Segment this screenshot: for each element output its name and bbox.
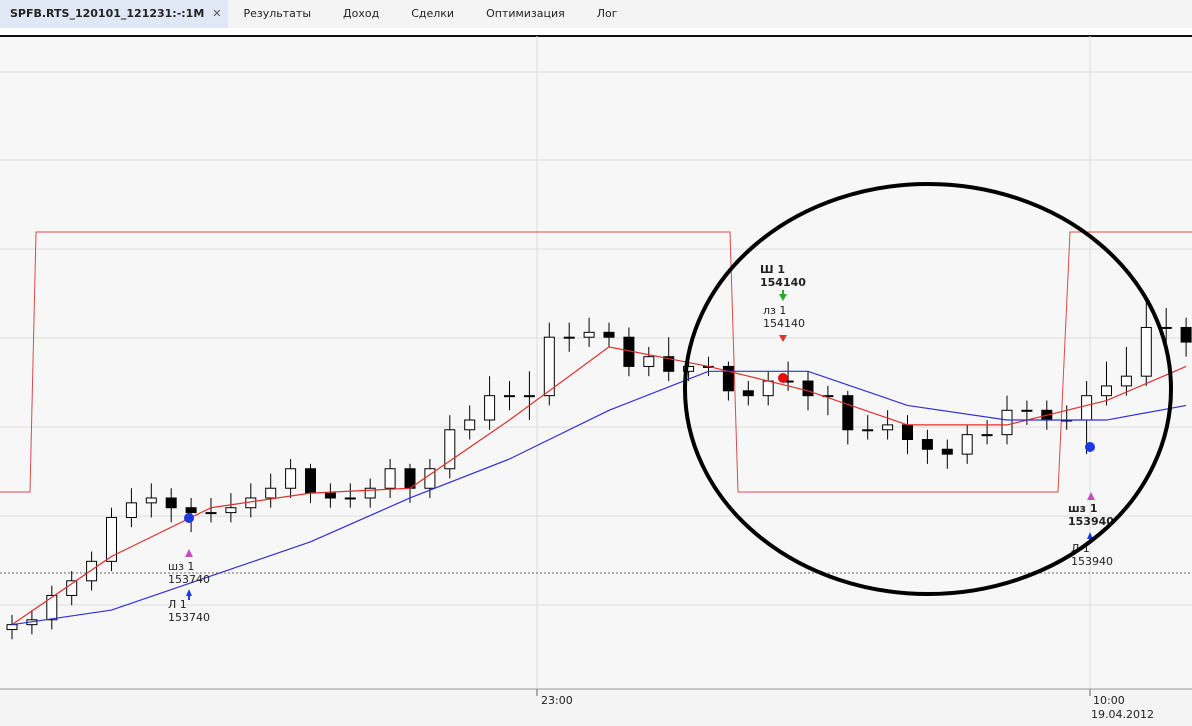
time-label: 23:00 — [541, 694, 573, 707]
marker — [1087, 532, 1093, 543]
time-axis — [0, 688, 1192, 726]
candle-body — [941, 448, 953, 455]
grid — [0, 36, 1192, 688]
candle-body — [742, 390, 754, 397]
candle-body — [543, 336, 555, 397]
candle-body — [902, 424, 913, 441]
trade-title: Ш 1 — [760, 263, 785, 276]
entry-dot — [1085, 442, 1095, 452]
candle-body — [1180, 326, 1192, 343]
candle-body — [265, 487, 277, 499]
trade-price: 154140 — [760, 276, 806, 289]
candle-body — [66, 580, 78, 596]
candle-body — [46, 594, 58, 621]
candle-body — [444, 429, 456, 470]
candle-body — [225, 507, 237, 514]
moving-average — [11, 370, 1187, 626]
candle-body — [563, 336, 575, 339]
tab-label: SPFB.RTS_120101_121231:-:1M — [10, 7, 205, 20]
trade-price: 154140 — [763, 317, 805, 330]
close-icon[interactable]: ✕ — [212, 7, 222, 20]
position-line — [0, 231, 1192, 493]
candle-body — [921, 439, 933, 450]
candle-body — [842, 395, 854, 431]
marker — [779, 335, 787, 342]
time-label: 10:00 — [1093, 694, 1125, 707]
exit-dot — [778, 373, 788, 383]
candle-body — [603, 331, 615, 338]
candle-body — [683, 365, 695, 372]
tab[interactable]: Лог — [596, 7, 618, 20]
trade-title: шз 1 — [168, 560, 194, 573]
candle-body — [285, 468, 297, 489]
candle-body — [1081, 395, 1093, 421]
candle-body — [981, 434, 993, 437]
tab[interactable]: Доход — [343, 7, 380, 20]
candle-body — [802, 380, 814, 397]
trade-title: Л 1 — [168, 598, 187, 611]
entry-dot — [184, 513, 194, 523]
candle-body — [464, 419, 476, 431]
trade-title: лз 1 — [763, 304, 786, 317]
candle-body — [1120, 375, 1132, 387]
candle-body — [1021, 409, 1033, 412]
tab[interactable]: Результаты — [243, 7, 312, 20]
highlight-ellipse — [683, 182, 1173, 596]
candle-body — [384, 468, 396, 489]
marker — [185, 549, 193, 557]
trade-price: 153740 — [168, 573, 210, 586]
marker — [1087, 492, 1095, 500]
trade-price: 153740 — [168, 611, 210, 624]
candle-body — [643, 356, 655, 367]
trade-title: шз 1 — [1068, 502, 1098, 515]
candle-body — [762, 380, 774, 397]
candle-body — [1101, 385, 1112, 397]
candle-body — [344, 497, 356, 500]
moving-average — [11, 346, 1187, 626]
date-label: 19.04.2012 — [1091, 708, 1154, 721]
candle-body — [1160, 326, 1172, 329]
candle-body — [106, 516, 117, 562]
candle-body — [523, 395, 535, 398]
tab[interactable]: Оптимизация — [486, 7, 565, 20]
candle-body — [165, 497, 177, 509]
candle-body — [862, 429, 874, 432]
candle-body — [663, 356, 675, 372]
tab-active[interactable]: SPFB.RTS_120101_121231:-:1M ✕ — [0, 0, 228, 28]
candle-body — [961, 434, 973, 455]
candle-body — [882, 424, 894, 431]
candle-body — [6, 624, 18, 631]
candle-body — [125, 502, 137, 518]
candle-body — [185, 507, 197, 514]
candle-body — [484, 395, 496, 421]
candle-body — [1001, 409, 1013, 436]
candle-body — [583, 331, 595, 338]
candle-body — [504, 395, 515, 398]
plot-bg — [0, 36, 1192, 688]
marker — [186, 589, 192, 600]
candle-body — [364, 487, 376, 499]
marker — [779, 290, 787, 301]
candle-body — [722, 365, 734, 392]
candle-body — [305, 468, 316, 494]
tab-bar: SPFB.RTS_120101_121231:-:1M ✕ Результаты … — [0, 0, 1192, 28]
candle-body — [145, 497, 157, 504]
trade-price: 153940 — [1071, 555, 1113, 568]
candle-body — [205, 512, 217, 515]
trade-price: 153940 — [1068, 515, 1114, 528]
candle-body — [1140, 326, 1152, 377]
candle-body — [324, 492, 336, 499]
candle-body — [86, 560, 98, 582]
tab[interactable]: Сделки — [411, 7, 455, 20]
